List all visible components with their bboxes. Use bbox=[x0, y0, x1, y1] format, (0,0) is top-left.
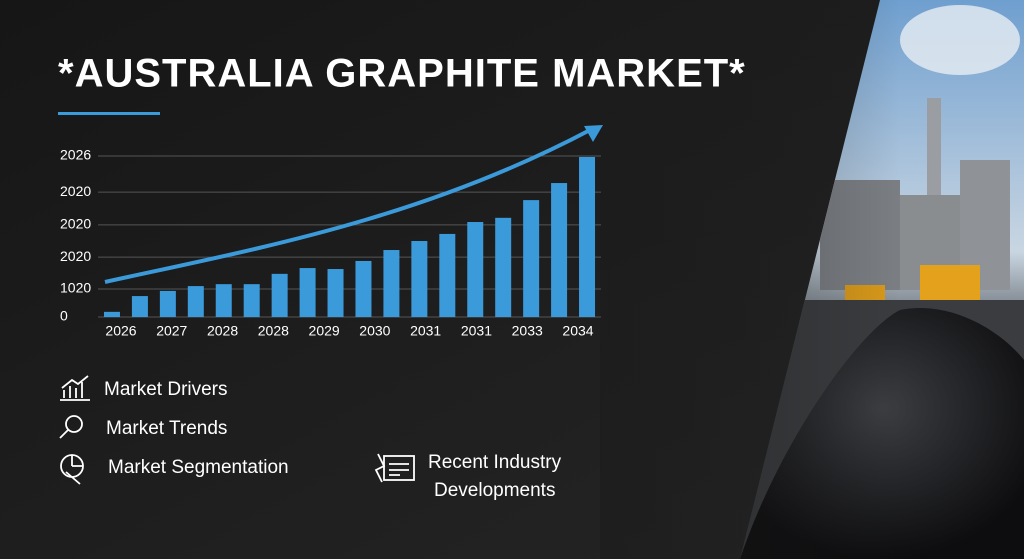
y-tick-label: 0 bbox=[60, 308, 68, 324]
bar bbox=[187, 286, 204, 317]
y-tick-label: 2020 bbox=[60, 248, 91, 264]
bar bbox=[383, 250, 400, 317]
bar bbox=[355, 260, 372, 317]
y-tick-label: 2026 bbox=[60, 147, 91, 163]
x-tick-label: 2031 bbox=[461, 323, 492, 339]
feature: Market Drivers bbox=[104, 379, 228, 400]
x-tick-label: 2029 bbox=[309, 323, 340, 339]
x-tick-label: 2033 bbox=[512, 323, 543, 339]
y-tick-label: 2020 bbox=[60, 183, 91, 199]
x-tick-label: 2034 bbox=[562, 323, 593, 339]
plot: 0 1020 2020 2020 2020 2026 2026 2027 2028 2028 202… bbox=[60, 147, 601, 339]
bar bbox=[243, 284, 260, 317]
y-tick-label: 1020 bbox=[60, 280, 91, 296]
y-tick-label: 2020 bbox=[60, 216, 91, 232]
bar bbox=[159, 290, 176, 317]
x-tick-label: 2030 bbox=[359, 323, 390, 339]
icons bbox=[59, 375, 415, 485]
x-tick-label: 2028 bbox=[207, 323, 238, 339]
feature: Market Segmentation bbox=[108, 457, 289, 478]
x-tick-label: 2027 bbox=[156, 323, 187, 339]
bar bbox=[299, 268, 316, 317]
bar bbox=[131, 296, 148, 317]
bar bbox=[495, 217, 512, 317]
bar bbox=[439, 233, 456, 317]
arrow-head bbox=[584, 125, 603, 142]
feature: Market Trends bbox=[106, 418, 227, 439]
bar bbox=[551, 183, 568, 317]
bar bbox=[271, 273, 288, 317]
bar bbox=[411, 241, 428, 317]
bar bbox=[467, 222, 484, 317]
title-underline bbox=[58, 112, 160, 115]
x-tick-label: 2028 bbox=[258, 323, 289, 339]
bar bbox=[103, 311, 120, 317]
x-tick-label: 2026 bbox=[105, 323, 136, 339]
bar bbox=[215, 284, 232, 317]
trend-arrow bbox=[104, 128, 591, 284]
feature: Recent Industry Developments bbox=[428, 452, 562, 501]
title: *AUSTRALIA GRAPHITE MARKET* bbox=[58, 52, 746, 96]
bar bbox=[523, 200, 540, 317]
x-tick-label: 2031 bbox=[410, 323, 441, 339]
bar bbox=[327, 269, 344, 317]
bar bbox=[579, 156, 596, 317]
